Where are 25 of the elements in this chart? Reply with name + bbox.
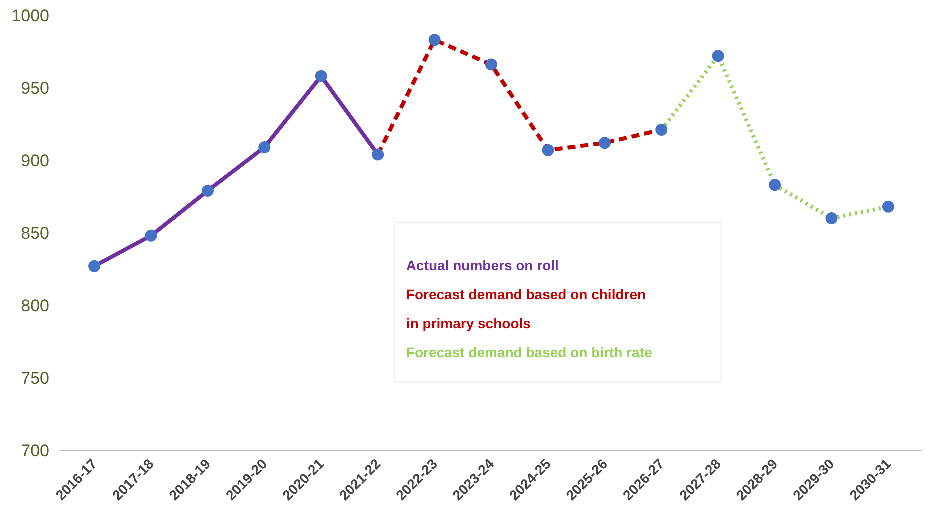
point: [315, 70, 328, 82]
point: [202, 184, 214, 197]
text: Forecast demand based on children in primary schools: [406, 286, 646, 332]
point: [258, 141, 271, 154]
point: [882, 200, 894, 213]
y-tick-label: 750: [21, 369, 50, 388]
point: [826, 212, 838, 224]
text: Forecast demand based on birth rate: [406, 344, 652, 361]
point: [88, 260, 101, 272]
point: [598, 137, 611, 150]
point: [428, 34, 441, 46]
point: [769, 179, 782, 192]
point: [542, 144, 554, 156]
y-tick-label: 800: [21, 296, 50, 316]
point: [145, 230, 158, 242]
y-tick-label: 700: [21, 442, 50, 460]
point: [486, 58, 498, 71]
y-tick-label: 1000: [12, 6, 50, 26]
point: [712, 50, 724, 62]
y-tick-label: 850: [21, 224, 50, 243]
point: [656, 124, 668, 136]
y-tick-label: 950: [21, 79, 50, 98]
point: [372, 148, 384, 161]
text: Actual numbers on roll: [406, 258, 559, 274]
y-tick-label: 900: [21, 152, 50, 170]
